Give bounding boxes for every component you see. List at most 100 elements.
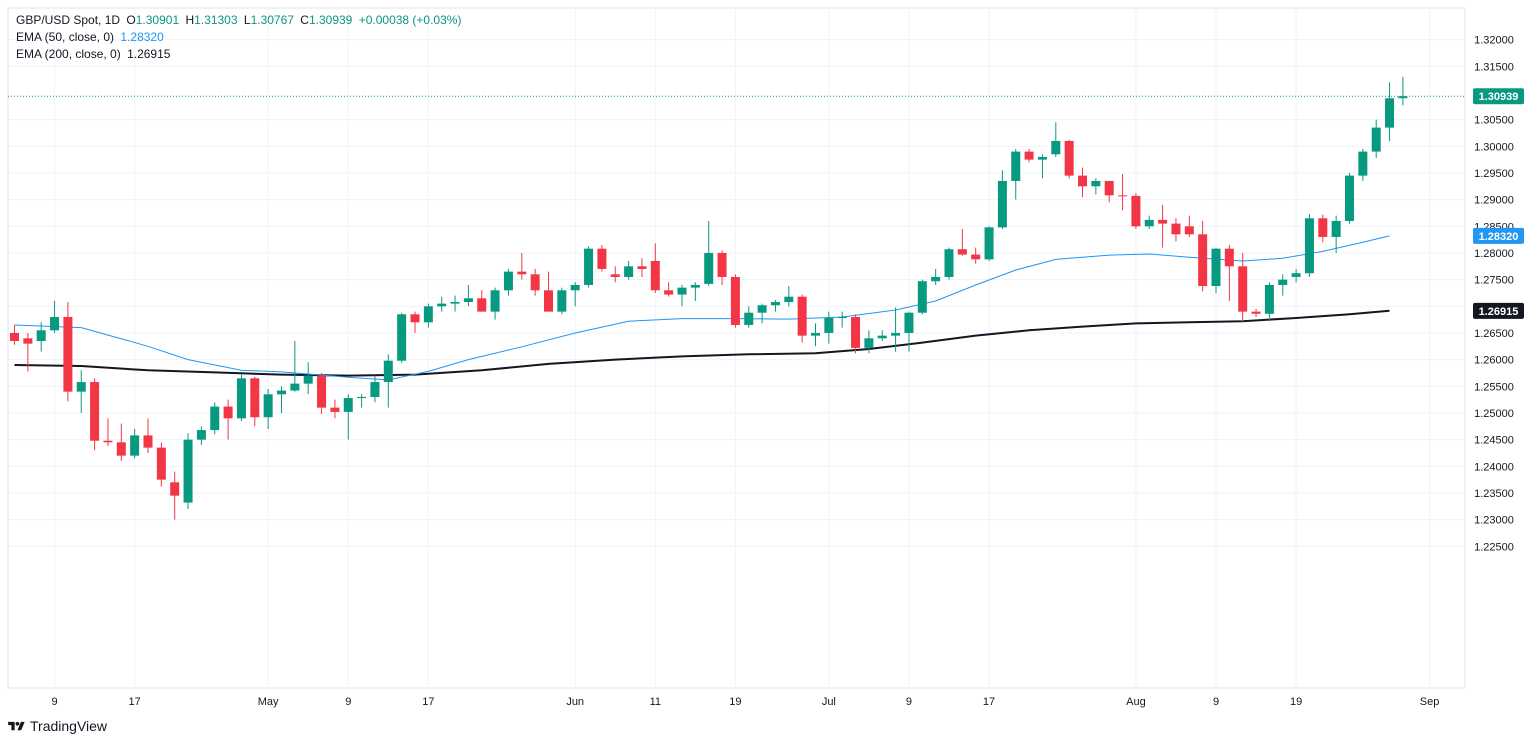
- candle[interactable]: [1224, 244, 1234, 301]
- candle[interactable]: [597, 244, 607, 272]
- candle[interactable]: [1385, 82, 1395, 141]
- candle[interactable]: [1171, 218, 1181, 242]
- candle[interactable]: [1078, 167, 1087, 197]
- candle[interactable]: [570, 282, 580, 307]
- candle[interactable]: [664, 282, 674, 297]
- candle[interactable]: [624, 260, 634, 280]
- candle[interactable]: [1051, 122, 1061, 157]
- candle[interactable]: [610, 266, 620, 283]
- candle[interactable]: [196, 426, 206, 445]
- tradingview-logo[interactable]: TradingView: [8, 718, 107, 734]
- candle[interactable]: [1371, 119, 1381, 159]
- candle[interactable]: [637, 258, 647, 277]
- candle[interactable]: [36, 322, 46, 352]
- candle[interactable]: [76, 370, 86, 413]
- candle[interactable]: [931, 268, 941, 285]
- candle[interactable]: [437, 296, 447, 312]
- candle[interactable]: [517, 252, 527, 280]
- candle[interactable]: [290, 340, 300, 392]
- candle[interactable]: [757, 303, 767, 324]
- candle[interactable]: [1398, 76, 1408, 106]
- candle[interactable]: [1291, 268, 1301, 283]
- candle[interactable]: [156, 442, 166, 487]
- candle[interactable]: [744, 306, 754, 328]
- candle[interactable]: [1064, 139, 1074, 179]
- candle[interactable]: [877, 330, 887, 341]
- candle[interactable]: [50, 300, 60, 333]
- candle[interactable]: [503, 268, 513, 296]
- candle[interactable]: [1264, 282, 1274, 322]
- candle[interactable]: [477, 290, 487, 312]
- candle[interactable]: [170, 471, 180, 520]
- y-axis[interactable]: 1.32000 1.31500 1.30500 1.30000 1.29500 1.290…: [1473, 35, 1524, 554]
- candle[interactable]: [183, 433, 193, 509]
- candle[interactable]: [557, 287, 567, 315]
- candle[interactable]: [90, 378, 100, 451]
- candle[interactable]: [1211, 247, 1221, 293]
- candle[interactable]: [957, 228, 967, 256]
- candle[interactable]: [904, 311, 914, 352]
- candle[interactable]: [891, 307, 901, 352]
- candle[interactable]: [450, 295, 460, 312]
- candle[interactable]: [971, 247, 981, 264]
- candle[interactable]: [1024, 148, 1034, 163]
- candle[interactable]: [690, 282, 700, 301]
- candle[interactable]: [851, 314, 861, 354]
- candle[interactable]: [717, 250, 727, 285]
- candle[interactable]: [824, 311, 834, 344]
- candle[interactable]: [917, 279, 927, 315]
- candle[interactable]: [837, 311, 847, 328]
- candle[interactable]: [1104, 180, 1114, 203]
- candle[interactable]: [1184, 215, 1194, 237]
- candle[interactable]: [317, 372, 327, 415]
- candle[interactable]: [130, 428, 140, 459]
- candle[interactable]: [303, 362, 313, 395]
- candle[interactable]: [677, 284, 687, 307]
- candle[interactable]: [1131, 193, 1141, 229]
- candle[interactable]: [1011, 148, 1021, 200]
- candle[interactable]: [236, 374, 246, 421]
- candle[interactable]: [864, 330, 874, 354]
- ema50-price-label[interactable]: 1.28320: [1473, 227, 1524, 244]
- candle[interactable]: [423, 303, 433, 328]
- candle[interactable]: [1158, 204, 1168, 248]
- candle[interactable]: [103, 418, 113, 447]
- candle[interactable]: [1278, 274, 1288, 296]
- candle[interactable]: [944, 247, 954, 280]
- legend-symbol[interactable]: GBP/USD Spot, 1D: [16, 13, 121, 27]
- candle[interactable]: [370, 375, 380, 403]
- candle[interactable]: [383, 354, 393, 408]
- last-price-label[interactable]: 1.30939: [1473, 88, 1524, 105]
- candle[interactable]: [984, 226, 994, 261]
- candle[interactable]: [343, 394, 353, 440]
- ema200-price-label[interactable]: 1.26915: [1473, 302, 1524, 319]
- candle[interactable]: [10, 324, 19, 345]
- candle[interactable]: [250, 376, 260, 427]
- candle[interactable]: [1091, 178, 1101, 195]
- candle[interactable]: [1331, 215, 1341, 253]
- candle[interactable]: [143, 418, 153, 453]
- candle[interactable]: [1304, 214, 1314, 277]
- candle[interactable]: [797, 294, 807, 343]
- candle[interactable]: [997, 170, 1007, 229]
- candle[interactable]: [63, 302, 73, 402]
- candle[interactable]: [730, 274, 740, 328]
- candle[interactable]: [544, 271, 553, 312]
- candle[interactable]: [1118, 174, 1128, 211]
- candle[interactable]: [277, 386, 286, 413]
- candle[interactable]: [463, 284, 473, 307]
- candle[interactable]: [23, 332, 33, 372]
- candle[interactable]: [223, 399, 233, 440]
- candle[interactable]: [1198, 220, 1208, 292]
- candle[interactable]: [811, 323, 820, 347]
- candle[interactable]: [210, 402, 220, 435]
- candle[interactable]: [1144, 215, 1154, 229]
- candle[interactable]: [397, 312, 407, 363]
- candle[interactable]: [704, 220, 714, 287]
- candle[interactable]: [584, 246, 594, 288]
- candle[interactable]: [1251, 308, 1261, 317]
- legend-ema200[interactable]: EMA (200, close, 0) 1.26915: [16, 46, 461, 63]
- legend-ema50[interactable]: EMA (50, close, 0) 1.28320: [16, 29, 461, 46]
